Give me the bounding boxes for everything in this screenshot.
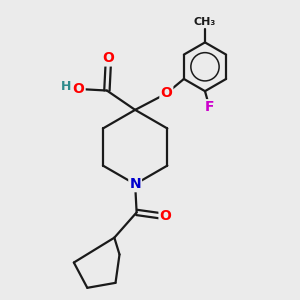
Text: O: O: [103, 52, 114, 65]
Text: F: F: [205, 100, 214, 114]
Text: N: N: [129, 177, 141, 191]
Text: CH₃: CH₃: [194, 16, 216, 27]
Text: H: H: [61, 80, 71, 93]
Text: O: O: [160, 85, 172, 100]
Text: O: O: [160, 209, 171, 223]
Text: O: O: [73, 82, 85, 96]
